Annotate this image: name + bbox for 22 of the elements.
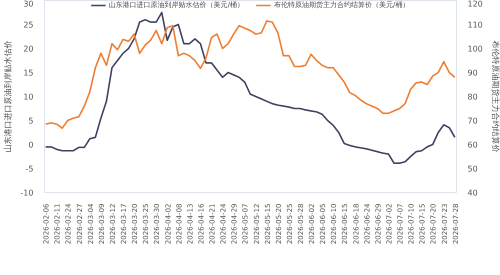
- y-tick-label: 20: [23, 44, 34, 54]
- line-series: [44, 12, 456, 164]
- y2-tick-label: 100: [468, 44, 483, 54]
- y-tick-label: -5: [26, 164, 34, 174]
- y-tick-label: 30: [23, 0, 34, 8]
- y-axis-title: 山东港口进口原油到岸贴水估价: [3, 40, 12, 152]
- y-tick-label: 0: [28, 140, 34, 150]
- y2-tick-label: 120: [468, 0, 483, 8]
- y-tick-label: 5: [28, 116, 34, 126]
- y-tick-label: 25: [23, 20, 34, 30]
- y-tick-label: -10: [20, 188, 34, 198]
- y-tick-label: 10: [23, 92, 34, 102]
- y2-tick-label: 50: [468, 164, 478, 174]
- y2-tick-label: 110: [468, 20, 483, 30]
- y2-tick-label: 80: [468, 92, 478, 102]
- y-tick-label: 15: [23, 68, 34, 78]
- line-series: [44, 20, 456, 129]
- y2-tick-label: 40: [468, 188, 478, 198]
- y2-tick-label: 60: [468, 140, 478, 150]
- y2-tick-label: 90: [468, 68, 478, 78]
- y2-axis-title: 布伦特原油期货主力合约结算价: [490, 40, 500, 152]
- y2-tick-label: 70: [468, 116, 478, 126]
